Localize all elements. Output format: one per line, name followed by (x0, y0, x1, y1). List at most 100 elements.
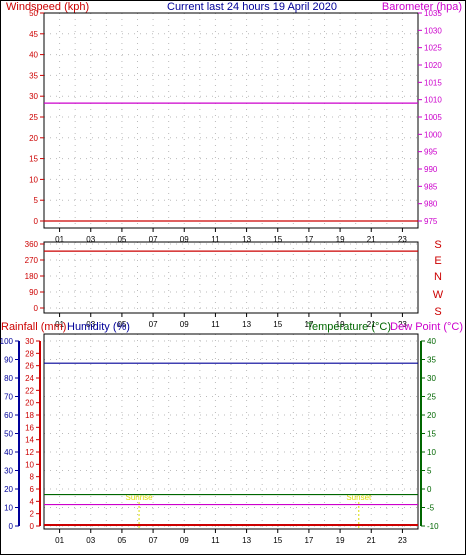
barometer-axis-tick-label: 985 (424, 182, 438, 191)
x-tick-label: 19 (336, 320, 345, 329)
barometer-axis-tick-label: 1010 (424, 96, 442, 105)
humidity-axis-tick-label: 20 (4, 485, 13, 494)
temperature-axis-tick-label: 0 (427, 485, 432, 494)
wind-direction-axis-tick-label: 180 (25, 272, 39, 281)
rainfall-axis-tick-label: 22 (25, 386, 34, 395)
windspeed-axis-tick-label: 15 (29, 155, 38, 164)
rainfall-axis-tick-label: 10 (25, 460, 34, 469)
windspeed-axis-tick-label: 0 (34, 217, 39, 226)
x-tick-label: 13 (242, 536, 251, 545)
barometer-axis-label: Barometer (hpa) (382, 1, 462, 13)
humidity-axis-tick-label: 80 (4, 374, 13, 383)
x-tick-label: 05 (117, 320, 126, 329)
compass-direction-label: S (434, 239, 441, 251)
rainfall-axis-tick-label: 26 (25, 362, 34, 371)
x-tick-label: 13 (242, 235, 251, 244)
rainfall-axis-tick-label: 2 (30, 510, 35, 519)
x-tick-label: 11 (211, 536, 220, 545)
x-tick-label: 01 (55, 320, 64, 329)
temperature-axis-tick-label: -10 (427, 522, 439, 531)
temperature-axis-tick-label: 10 (427, 448, 436, 457)
rainfall-axis-tick-label: 16 (25, 423, 34, 432)
barometer-axis-tick-label: 1020 (424, 61, 442, 70)
humidity-axis-tick-label: 40 (4, 448, 13, 457)
temperature-axis-tick-label: -5 (427, 504, 435, 513)
humidity-axis-tick-label: 10 (4, 504, 13, 513)
compass-direction-label: W (433, 289, 444, 301)
wind-direction-axis-tick-label: 0 (34, 304, 39, 313)
x-tick-label: 15 (273, 235, 282, 244)
humidity-axis-label: Humidity (%) (67, 321, 130, 333)
temperature-axis-tick-label: 20 (427, 411, 436, 420)
rain-humidity-temp-panel: 0102030405060708090100024681012141618202… (0, 333, 439, 545)
humidity-axis-tick-label: 0 (9, 522, 14, 531)
windspeed-axis-tick-label: 40 (29, 51, 38, 60)
x-tick-label: 17 (304, 320, 313, 329)
plot-frame (43, 333, 419, 530)
humidity-axis-tick-label: 50 (4, 430, 13, 439)
x-tick-label: 21 (367, 536, 376, 545)
rainfall-axis-label: Rainfall (mm) (1, 321, 66, 333)
x-tick-label: 23 (398, 320, 407, 329)
humidity-axis-tick-label: 30 (4, 467, 13, 476)
rainfall-axis-tick-label: 30 (25, 337, 34, 346)
x-tick-label: 07 (149, 536, 158, 545)
x-tick-label: 01 (55, 235, 64, 244)
rainfall-axis-tick-label: 4 (30, 497, 35, 506)
temperature-axis-tick-label: 30 (427, 374, 436, 383)
wind-direction-axis-tick-label: 360 (25, 240, 39, 249)
x-tick-label: 03 (86, 320, 95, 329)
rainfall-axis-tick-label: 18 (25, 411, 34, 420)
humidity-axis-tick-label: 60 (4, 411, 13, 420)
compass-direction-label: S (434, 306, 441, 318)
windspeed-axis-tick-label: 50 (29, 9, 38, 18)
x-tick-label: 09 (180, 536, 189, 545)
x-tick-label: 19 (336, 235, 345, 244)
wind-direction-axis-tick-label: 270 (25, 256, 39, 265)
rainfall-axis-tick-label: 24 (25, 374, 34, 383)
rainfall-axis-tick-label: 20 (25, 399, 34, 408)
x-tick-label: 03 (86, 536, 95, 545)
barometer-axis-tick-label: 1035 (424, 9, 442, 18)
x-tick-label: 01 (55, 536, 64, 545)
dewpoint-axis-label: Dew Point (°C) (390, 321, 463, 333)
windspeed-axis-tick-label: 5 (34, 196, 39, 205)
rainfall-axis-tick-label: 6 (30, 485, 35, 494)
windspeed-axis-tick-label: 45 (29, 30, 38, 39)
temperature-axis-tick-label: 25 (427, 393, 436, 402)
compass-direction-label: N (434, 271, 442, 283)
barometer-axis-tick-label: 1005 (424, 113, 442, 122)
rainfall-axis-tick-label: 0 (30, 522, 35, 531)
x-tick-label: 19 (336, 536, 345, 545)
rainfall-axis-tick-label: 8 (30, 473, 35, 482)
chart-title: Current last 24 hours 19 April 2020 (167, 1, 337, 13)
windspeed-axis-label: Windspeed (kph) (6, 1, 89, 13)
barometer-axis-tick-label: 975 (424, 217, 438, 226)
windspeed-axis-tick-label: 20 (29, 134, 38, 143)
x-tick-label: 17 (304, 235, 313, 244)
barometer-axis-tick-label: 1000 (424, 130, 442, 139)
barometer-axis-tick-label: 1030 (424, 26, 442, 35)
rainfall-axis-tick-label: 28 (25, 349, 34, 358)
x-tick-label: 21 (367, 320, 376, 329)
x-tick-label: 05 (117, 536, 126, 545)
humidity-axis-tick-label: 70 (4, 393, 13, 402)
barometer-axis-tick-label: 1025 (424, 44, 442, 53)
barometer-axis-tick-label: 995 (424, 148, 438, 157)
x-tick-label: 09 (180, 320, 189, 329)
temperature-axis-tick-label: 5 (427, 467, 432, 476)
windspeed-axis-tick-label: 10 (29, 175, 38, 184)
humidity-axis-tick-label: 90 (4, 356, 13, 365)
sun-marker-label: Sunset (346, 493, 372, 502)
barometer-axis-tick-label: 1015 (424, 78, 442, 87)
x-tick-label: 05 (117, 235, 126, 244)
x-tick-label: 23 (398, 536, 407, 545)
x-tick-label: 11 (211, 235, 220, 244)
windspeed-axis-tick-label: 30 (29, 92, 38, 101)
wind-direction-axis-tick-label: 90 (29, 288, 38, 297)
windspeed-axis-tick-label: 25 (29, 113, 38, 122)
temperature-axis-tick-label: 15 (427, 430, 436, 439)
x-tick-label: 13 (242, 320, 251, 329)
temperature-axis-tick-label: 35 (427, 356, 436, 365)
